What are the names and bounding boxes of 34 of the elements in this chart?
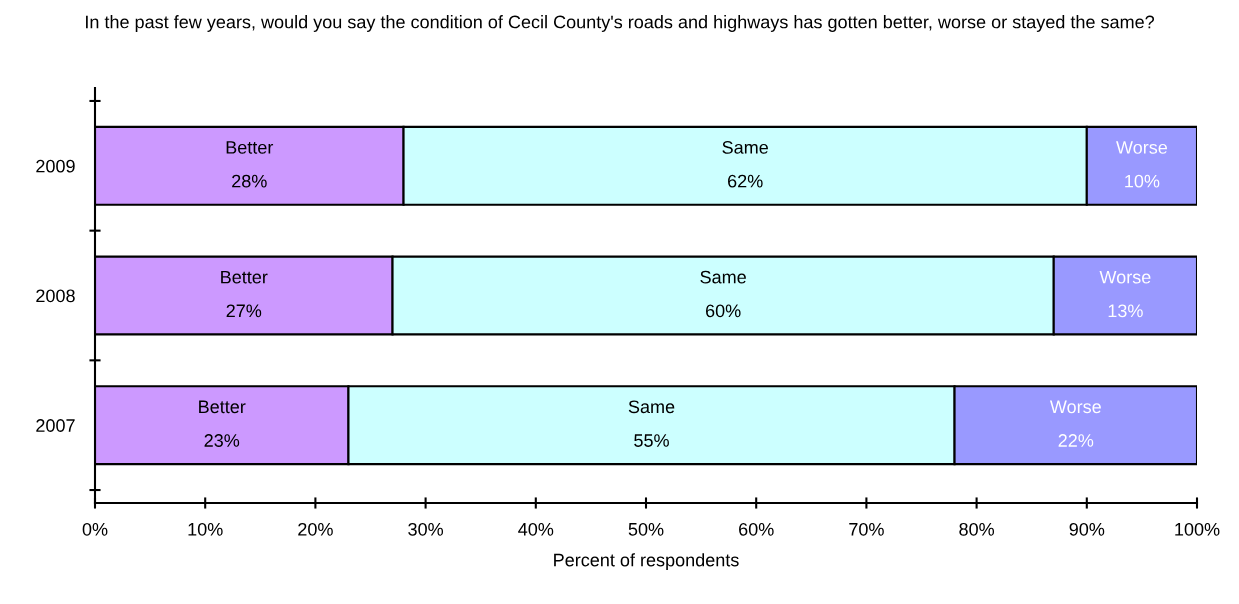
data-label: 22%: [1058, 434, 1094, 447]
x-tick-label: 50%: [628, 522, 664, 536]
data-label: 60%: [705, 304, 741, 318]
x-tick-label: 100%: [1175, 522, 1220, 536]
text: Same: [700, 270, 746, 284]
text: Better: [221, 270, 268, 284]
x-tick-label: 40%: [518, 522, 554, 536]
series-label: Better: [226, 141, 274, 154]
x-axis-title: Percent of respondents: [554, 553, 739, 570]
text: Better: [199, 400, 246, 414]
data-label: 28%: [232, 174, 267, 188]
y-tick-label: 2007: [36, 419, 75, 432]
series-label: Worse: [1116, 141, 1168, 154]
text: Same: [628, 400, 675, 414]
data-label: 62%: [728, 174, 763, 188]
y-tick-label: 2009: [36, 159, 75, 173]
data-label: 23%: [204, 434, 240, 447]
text: Worse: [1099, 270, 1151, 284]
x-tick-label: 90%: [1069, 522, 1105, 536]
text: Worse: [1049, 400, 1101, 414]
data-label: 55%: [634, 434, 669, 447]
x-tick-label: 20%: [298, 522, 333, 536]
x-tick-label: 70%: [849, 522, 884, 536]
chart-title: In the past few years, would you say the condition of Cecil County's roads and highways has gotten better, worse or stayed the same?: [86, 15, 1155, 32]
series-label: Same: [722, 141, 768, 154]
x-tick-label: 0%: [82, 522, 108, 536]
data-label: 10%: [1125, 174, 1160, 188]
data-label: 13%: [1108, 304, 1143, 318]
x-tick-label: 60%: [739, 522, 774, 536]
x-tick-label: 30%: [408, 522, 444, 536]
x-tick-label: 80%: [959, 522, 995, 536]
x-tick-label: 10%: [188, 522, 223, 536]
data-label: 27%: [226, 304, 262, 318]
y-tick-label: 2008: [36, 289, 75, 303]
